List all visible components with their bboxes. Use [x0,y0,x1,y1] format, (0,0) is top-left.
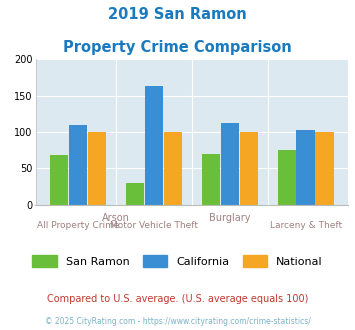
Text: Compared to U.S. average. (U.S. average equals 100): Compared to U.S. average. (U.S. average … [47,294,308,304]
Bar [144,86,163,205]
Bar [202,154,220,205]
Bar [88,132,106,205]
Bar [69,125,87,205]
Text: © 2025 CityRating.com - https://www.cityrating.com/crime-statistics/: © 2025 CityRating.com - https://www.city… [45,317,310,326]
Legend: San Ramon, California, National: San Ramon, California, National [32,255,323,267]
Bar [164,132,182,205]
Text: Burglary: Burglary [209,213,250,223]
Text: Motor Vehicle Theft: Motor Vehicle Theft [110,221,198,230]
Text: Arson: Arson [102,213,130,223]
Text: Larceny & Theft: Larceny & Theft [269,221,342,230]
Bar [50,155,68,205]
Bar [296,130,315,205]
Bar [278,150,296,205]
Text: 2019 San Ramon: 2019 San Ramon [108,7,247,21]
Bar [316,132,334,205]
Bar [240,132,258,205]
Bar [220,122,239,205]
Bar [126,183,144,205]
Text: All Property Crime: All Property Crime [37,221,119,230]
Text: Property Crime Comparison: Property Crime Comparison [63,40,292,54]
